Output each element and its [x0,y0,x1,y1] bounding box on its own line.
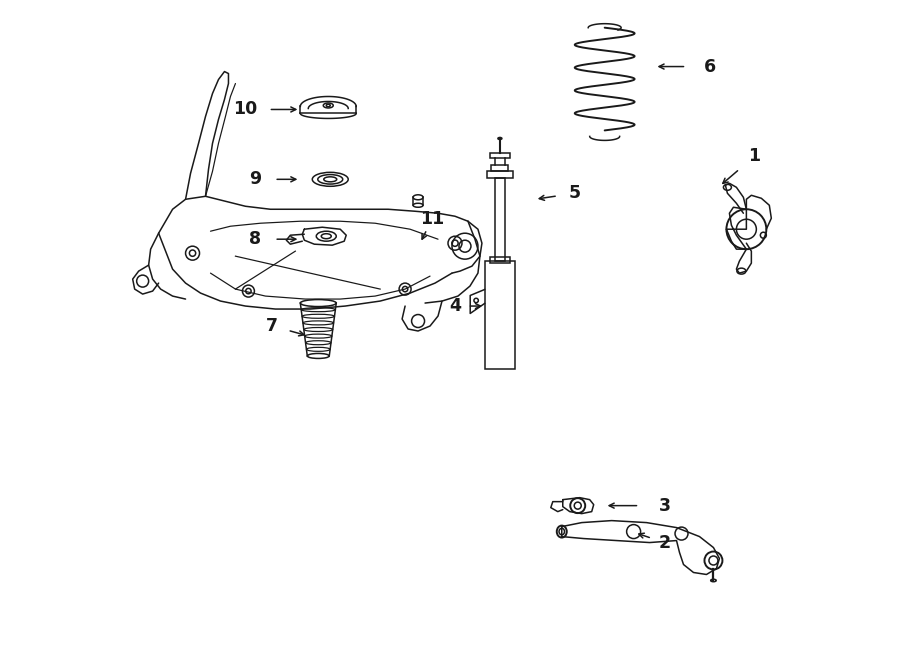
Bar [495,178,505,261]
Text: 1: 1 [748,147,760,165]
Bar [491,165,508,171]
Text: 11: 11 [420,210,445,228]
Text: 2: 2 [659,533,670,551]
Text: 10: 10 [233,100,257,118]
Bar [487,171,513,178]
Bar [484,261,515,369]
Text: 7: 7 [266,317,278,335]
Text: 6: 6 [704,58,716,75]
Text: 4: 4 [449,297,461,315]
Text: 9: 9 [249,171,262,188]
Bar [490,256,510,262]
Text: 8: 8 [249,230,262,248]
Bar [490,153,510,159]
Text: 5: 5 [569,184,580,202]
Text: 3: 3 [659,496,670,515]
